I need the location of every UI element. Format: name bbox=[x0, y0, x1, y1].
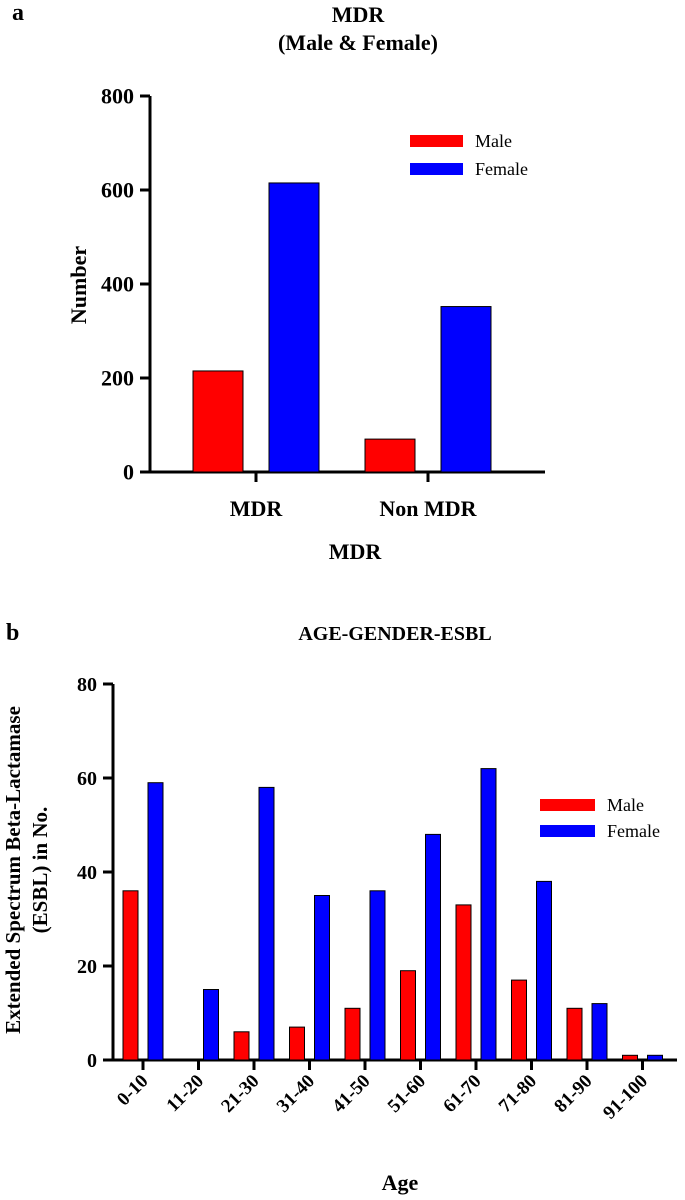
b-bar-male-21-30 bbox=[233, 1031, 250, 1061]
b-bar-male-91-100 bbox=[622, 1054, 638, 1061]
a-legend-label-male: Male bbox=[475, 131, 512, 151]
b-bar-male-41-50 bbox=[344, 1007, 361, 1061]
b-x-tick-label: 51-60 bbox=[384, 1071, 430, 1117]
b-bar-female-81-90 bbox=[591, 1003, 608, 1061]
a-bar-male-mdr bbox=[192, 370, 244, 473]
b-legend-swatch-male bbox=[540, 799, 595, 811]
b-bar-male-81-90 bbox=[566, 1007, 583, 1061]
b-x-tick-label: 0-10 bbox=[113, 1071, 152, 1110]
b-x-tick-label: 31-40 bbox=[273, 1071, 319, 1117]
b-bar-male-61-70 bbox=[455, 904, 472, 1061]
b-y-tick-label: 40 bbox=[77, 862, 97, 884]
a-y-tick-label: 800 bbox=[101, 84, 134, 109]
b-y-tick-label: 60 bbox=[77, 768, 97, 790]
b-bar-female-31-40 bbox=[314, 895, 330, 1061]
b-x-tick-label: 41-50 bbox=[328, 1071, 374, 1117]
b-x-tick-label: 11-20 bbox=[163, 1071, 208, 1116]
b-x-tick-label: 81-90 bbox=[550, 1071, 596, 1117]
a-legend-swatch-female bbox=[410, 163, 463, 175]
chart-a-x-axis-label: MDR bbox=[329, 539, 383, 564]
a-x-tick-label: Non MDR bbox=[379, 496, 477, 521]
b-legend-swatch-female bbox=[540, 825, 595, 837]
b-x-tick-label: 21-30 bbox=[217, 1071, 263, 1117]
b-legend-label-female: Female bbox=[607, 821, 660, 841]
b-bar-male-31-40 bbox=[289, 1026, 305, 1061]
b-y-tick-label: 0 bbox=[87, 1050, 97, 1072]
b-legend-label-male: Male bbox=[607, 795, 644, 815]
chart-b-x-axis-label: Age bbox=[382, 1170, 419, 1195]
b-bar-male-0-10 bbox=[122, 890, 139, 1061]
a-y-tick-label: 400 bbox=[101, 272, 134, 297]
a-legend-label-female: Female bbox=[475, 159, 528, 179]
b-y-tick-label: 20 bbox=[77, 956, 97, 978]
b-bar-female-41-50 bbox=[369, 890, 386, 1061]
a-bar-male-non-mdr bbox=[364, 438, 416, 473]
b-bar-female-51-60 bbox=[425, 833, 441, 1061]
a-bar-female-mdr bbox=[268, 182, 320, 473]
b-bar-female-61-70 bbox=[480, 768, 497, 1061]
b-bar-male-71-80 bbox=[511, 979, 527, 1061]
chart-b-y-axis-label-line1: Extended Spectrum Beta-Lactamase bbox=[1, 706, 25, 1034]
chart-a: a MDR (Male & Female) Number MDR 0 200 400… bbox=[12, 0, 545, 564]
b-x-tick-label: 91-100 bbox=[599, 1071, 652, 1124]
a-legend-swatch-male bbox=[410, 135, 463, 147]
b-bar-male-51-60 bbox=[400, 970, 416, 1061]
b-bar-female-71-80 bbox=[536, 880, 552, 1061]
b-bar-female-21-30 bbox=[258, 786, 275, 1061]
a-y-tick-label: 600 bbox=[101, 178, 134, 203]
b-x-tick-label: 61-70 bbox=[439, 1071, 485, 1117]
chart-a-title: MDR bbox=[332, 2, 386, 27]
panel-label-a: a bbox=[12, 0, 24, 26]
chart-b-title: AGE-GENDER-ESBL bbox=[298, 623, 491, 645]
b-bar-female-11-20 bbox=[203, 989, 219, 1061]
a-bar-female-non-mdr bbox=[440, 306, 492, 473]
a-y-tick-label: 0 bbox=[123, 460, 134, 485]
chart-a-y-axis-label: Number bbox=[66, 246, 91, 324]
chart-a-subtitle: (Male & Female) bbox=[278, 30, 438, 55]
b-bar-female-0-10 bbox=[147, 782, 164, 1061]
a-x-tick-label: MDR bbox=[230, 496, 284, 521]
panel-label-b: b bbox=[6, 620, 19, 646]
a-y-tick-label: 200 bbox=[101, 366, 134, 391]
b-bar-female-91-100 bbox=[647, 1054, 663, 1061]
b-y-tick-label: 80 bbox=[77, 674, 97, 696]
b-x-tick-label: 71-80 bbox=[495, 1071, 541, 1117]
chart-b-y-axis-label-line2: (ESBL) in No. bbox=[28, 807, 52, 934]
chart-b: b AGE-GENDER-ESBL Extended Spectrum Beta… bbox=[1, 620, 677, 1195]
